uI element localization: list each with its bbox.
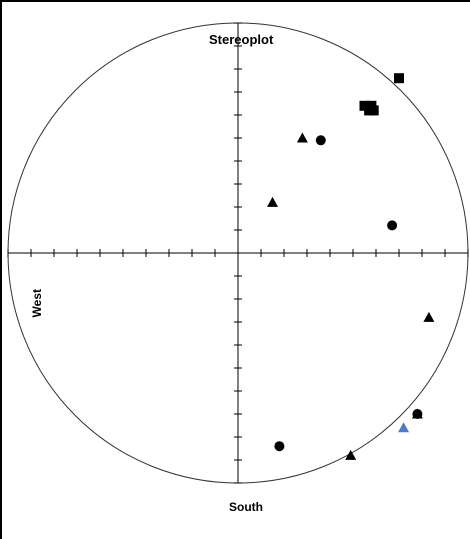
chart-title: Stereoplot	[209, 32, 274, 47]
circle-point	[315, 135, 326, 146]
circle-point	[387, 220, 398, 231]
triangle-point	[345, 449, 357, 460]
circle-point	[274, 441, 285, 452]
triangle-point	[411, 408, 423, 419]
triangle-point	[267, 196, 278, 207]
triangle-point	[296, 132, 308, 143]
square-point	[368, 105, 379, 116]
square-point	[394, 73, 404, 84]
west-label: West	[30, 289, 44, 318]
highlighted-triangle-point	[398, 422, 410, 433]
triangle-point	[423, 311, 435, 322]
south-label: South	[229, 500, 263, 514]
